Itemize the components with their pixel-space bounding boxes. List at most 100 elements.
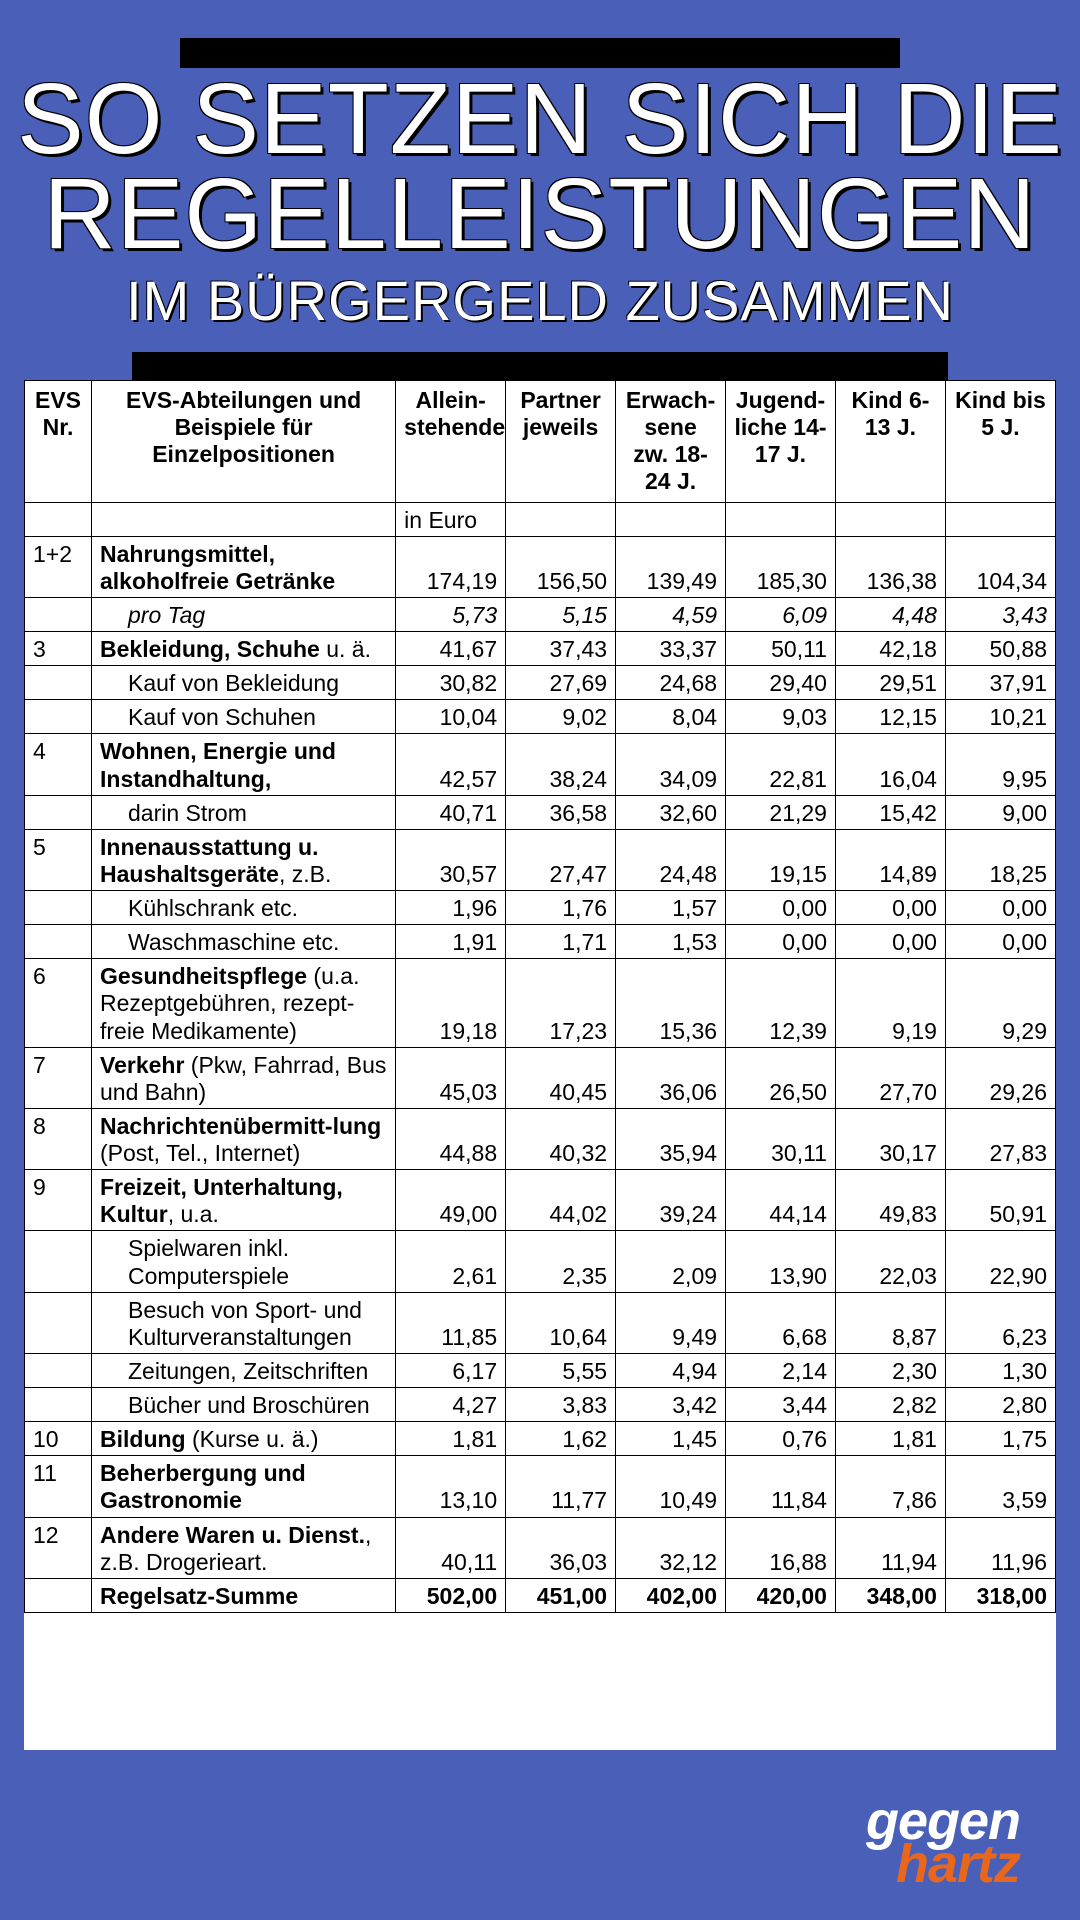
row-value: 35,94 [616, 1108, 726, 1169]
row-value: 2,09 [616, 1231, 726, 1292]
row-value: 3,43 [945, 597, 1055, 631]
row-value: 30,82 [396, 666, 506, 700]
row-value: 1,76 [506, 891, 616, 925]
row-value: 13,90 [726, 1231, 836, 1292]
sum-value: 348,00 [835, 1578, 945, 1612]
row-value: 18,25 [945, 829, 1055, 890]
row-value: 41,67 [396, 632, 506, 666]
row-value: 15,36 [616, 959, 726, 1047]
row-desc: pro Tag [92, 597, 396, 631]
row-value: 0,00 [726, 925, 836, 959]
row-value: 40,71 [396, 795, 506, 829]
row-value: 30,17 [835, 1108, 945, 1169]
row-value: 1,81 [396, 1422, 506, 1456]
row-value: 5,73 [396, 597, 506, 631]
table-row: 10Bildung (Kurse u. ä.)1,811,621,450,761… [25, 1422, 1056, 1456]
table-row: 4Wohnen, Energie und Instandhaltung,42,5… [25, 734, 1056, 795]
table-row: Waschmaschine etc.1,911,711,530,000,000,… [25, 925, 1056, 959]
row-value: 10,64 [506, 1292, 616, 1353]
row-nr [25, 597, 92, 631]
sum-value: 420,00 [726, 1578, 836, 1612]
row-value: 37,43 [506, 632, 616, 666]
table-body: in Euro 1+2Nahrungsmittel, alkoholfreie … [25, 502, 1056, 1612]
row-nr: 3 [25, 632, 92, 666]
row-value: 34,09 [616, 734, 726, 795]
row-desc: Kauf von Bekleidung [92, 666, 396, 700]
row-value: 3,42 [616, 1388, 726, 1422]
row-nr: 7 [25, 1047, 92, 1108]
row-value: 22,81 [726, 734, 836, 795]
row-value: 1,62 [506, 1422, 616, 1456]
row-value: 6,68 [726, 1292, 836, 1353]
row-value: 104,34 [945, 536, 1055, 597]
row-value: 22,90 [945, 1231, 1055, 1292]
row-value: 9,95 [945, 734, 1055, 795]
row-desc: Andere Waren u. Dienst., z.B. Drogeriear… [92, 1517, 396, 1578]
row-value: 37,91 [945, 666, 1055, 700]
row-value: 0,00 [945, 891, 1055, 925]
row-value: 27,83 [945, 1108, 1055, 1169]
row-value: 26,50 [726, 1047, 836, 1108]
row-nr [25, 891, 92, 925]
row-value: 49,83 [835, 1170, 945, 1231]
row-desc: Kühlschrank etc. [92, 891, 396, 925]
table-row: 8Nachrichtenübermitt-lung (Post, Tel., I… [25, 1108, 1056, 1169]
row-value: 32,12 [616, 1517, 726, 1578]
row-value: 27,47 [506, 829, 616, 890]
row-nr [25, 1292, 92, 1353]
row-value: 40,11 [396, 1517, 506, 1578]
row-value: 185,30 [726, 536, 836, 597]
row-nr: 4 [25, 734, 92, 795]
row-value: 0,00 [945, 925, 1055, 959]
headline-line-3: IM BÜRGERGELD ZUSAMMEN [0, 270, 1080, 332]
col-header-desc: EVS-Abteilungen und Beispiele für Einzel… [92, 381, 396, 503]
row-value: 44,14 [726, 1170, 836, 1231]
row-value: 24,48 [616, 829, 726, 890]
regelleistungen-table: EVS Nr. EVS-Abteilungen und Beispiele fü… [24, 380, 1056, 1613]
row-value: 1,57 [616, 891, 726, 925]
row-desc: Zeitungen, Zeitschriften [92, 1353, 396, 1387]
row-nr [25, 1353, 92, 1387]
row-value: 0,76 [726, 1422, 836, 1456]
sum-label: Regelsatz-Summe [92, 1578, 396, 1612]
row-value: 2,61 [396, 1231, 506, 1292]
row-desc: darin Strom [92, 795, 396, 829]
row-value: 7,86 [835, 1456, 945, 1517]
col-header-5: Kind 6-13 J. [835, 381, 945, 503]
row-value: 12,15 [835, 700, 945, 734]
row-value: 19,18 [396, 959, 506, 1047]
row-value: 27,69 [506, 666, 616, 700]
table-row: 7Verkehr (Pkw, Fahrrad, Bus und Bahn)45,… [25, 1047, 1056, 1108]
headline-line-2: REGELLEISTUNGEN [0, 167, 1080, 262]
row-desc: Beherbergung und Gastronomie [92, 1456, 396, 1517]
row-value: 33,37 [616, 632, 726, 666]
row-value: 29,26 [945, 1047, 1055, 1108]
row-desc: Nachrichtenübermitt-lung (Post, Tel., In… [92, 1108, 396, 1169]
row-value: 21,29 [726, 795, 836, 829]
row-desc: Kauf von Schuhen [92, 700, 396, 734]
row-value: 22,03 [835, 1231, 945, 1292]
table-header-row: EVS Nr. EVS-Abteilungen und Beispiele fü… [25, 381, 1056, 503]
row-value: 24,68 [616, 666, 726, 700]
row-value: 40,45 [506, 1047, 616, 1108]
row-desc: Bildung (Kurse u. ä.) [92, 1422, 396, 1456]
row-value: 2,30 [835, 1353, 945, 1387]
row-desc: Spielwaren inkl. Computerspiele [92, 1231, 396, 1292]
table-row: Spielwaren inkl. Computerspiele2,612,352… [25, 1231, 1056, 1292]
row-value: 30,57 [396, 829, 506, 890]
col-header-2: Partner jeweils [506, 381, 616, 503]
row-value: 12,39 [726, 959, 836, 1047]
row-value: 42,18 [835, 632, 945, 666]
row-value: 11,84 [726, 1456, 836, 1517]
row-value: 16,04 [835, 734, 945, 795]
row-nr [25, 1231, 92, 1292]
row-nr: 12 [25, 1517, 92, 1578]
row-desc: Verkehr (Pkw, Fahrrad, Bus und Bahn) [92, 1047, 396, 1108]
row-value: 136,38 [835, 536, 945, 597]
table-row: darin Strom40,7136,5832,6021,2915,429,00 [25, 795, 1056, 829]
row-value: 6,23 [945, 1292, 1055, 1353]
table-row: 12Andere Waren u. Dienst., z.B. Drogerie… [25, 1517, 1056, 1578]
row-nr: 9 [25, 1170, 92, 1231]
row-value: 0,00 [726, 891, 836, 925]
row-value: 36,06 [616, 1047, 726, 1108]
